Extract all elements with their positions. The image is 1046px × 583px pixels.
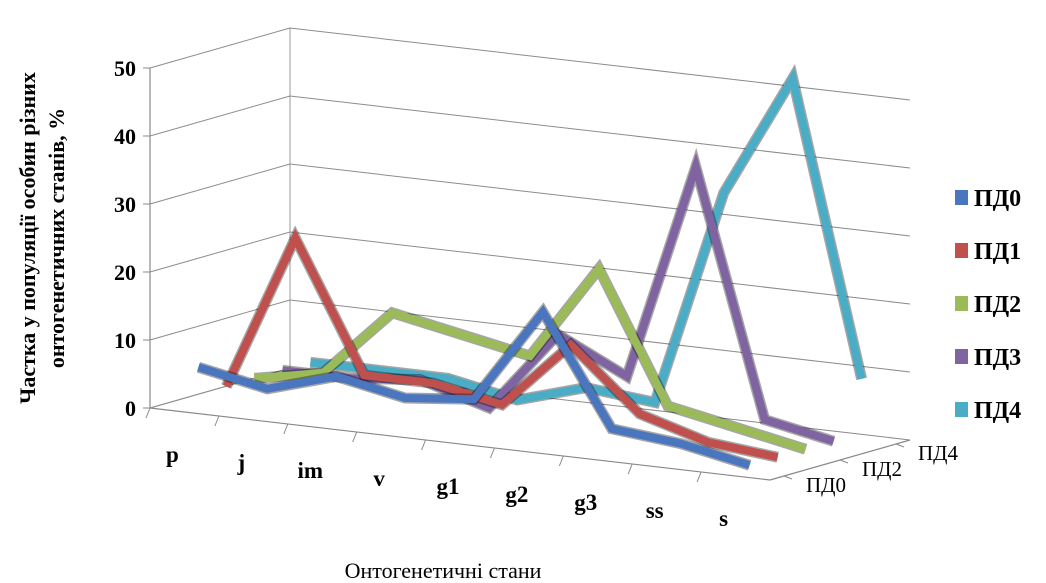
y-ticks: 0 10 20 30 40 50 (114, 56, 150, 421)
series-line (254, 261, 807, 454)
x-tick-label: g3 (574, 490, 597, 515)
depth-tick-mark (895, 443, 905, 448)
series-line (222, 228, 779, 462)
x-axis-line (149, 407, 771, 481)
legend-label: ПД1 (974, 239, 1021, 265)
y-tick-label: 30 (114, 192, 136, 217)
depth-tick-mark (839, 459, 849, 464)
y-tick-label: 40 (114, 124, 136, 149)
series-lines (196, 63, 867, 471)
x-tick-mark (352, 431, 358, 443)
gridline (149, 231, 911, 305)
y-tick-label: 0 (125, 396, 136, 421)
gridline (149, 95, 911, 169)
x-tick-label: s (719, 506, 728, 531)
x-tick-mark (627, 463, 633, 475)
legend-swatch (955, 349, 968, 364)
x-tick-label: j (236, 450, 245, 475)
legend-label: ПД3 (974, 345, 1021, 371)
x-tick-label: ss (646, 498, 664, 523)
depth-tick-label: ПД4 (918, 441, 958, 465)
x-tick-mark (489, 447, 495, 459)
x-tick-mark (214, 415, 220, 427)
gridline (149, 27, 911, 101)
x-tick-label: g2 (505, 482, 528, 507)
x-tick-label: p (166, 442, 179, 467)
series-line-shadow (281, 147, 836, 447)
y-axis-label-line1: Частка у популяції особин різних (15, 72, 40, 404)
x-tick-mark (145, 407, 151, 419)
depth-tick-label: ПД2 (862, 457, 902, 481)
x-tick-mark (283, 423, 289, 435)
legend-label: ПД0 (974, 186, 1021, 212)
depth-tick-label: ПД0 (806, 473, 846, 497)
x-tick-mark (558, 455, 564, 467)
legend-label: ПД2 (974, 292, 1021, 318)
y-tick-label: 50 (114, 56, 136, 81)
x-tick-mark (696, 471, 702, 483)
legend-swatch (955, 243, 968, 258)
legend-swatch (955, 402, 968, 417)
legend-swatch (955, 296, 968, 311)
legend: ПД0 ПД1 ПД2 ПД3 ПД4 (955, 186, 1021, 424)
x-tick-label: im (297, 458, 323, 483)
depth-tick-mark (783, 475, 793, 480)
x-ticks: p j im v g1 g2 g3 ss s (145, 407, 728, 531)
gridline (149, 299, 911, 373)
gridline (149, 163, 911, 237)
y-axis-label-line2: онтогенетичних станів, % (44, 108, 69, 368)
x-tick-label: v (373, 466, 385, 491)
x-tick-label: g1 (437, 474, 460, 499)
x-tick-mark (421, 439, 427, 451)
y-tick-label: 20 (114, 260, 136, 285)
legend-label: ПД4 (974, 398, 1021, 424)
legend-swatch (955, 190, 968, 205)
depth-ticks: ПД0 ПД2 ПД4 (783, 441, 958, 497)
x-axis-label: Онтогенетичні стани (345, 558, 542, 583)
series-line (197, 304, 751, 470)
series-line (281, 152, 835, 446)
y-tick-label: 10 (114, 328, 136, 353)
